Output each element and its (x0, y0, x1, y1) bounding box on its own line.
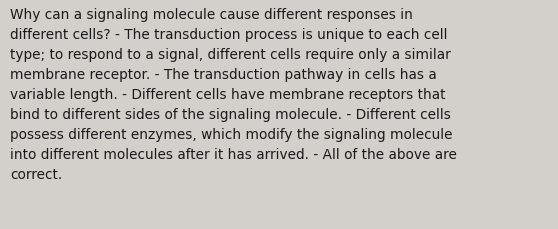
Text: Why can a signaling molecule cause different responses in
different cells? - The: Why can a signaling molecule cause diffe… (10, 8, 457, 182)
